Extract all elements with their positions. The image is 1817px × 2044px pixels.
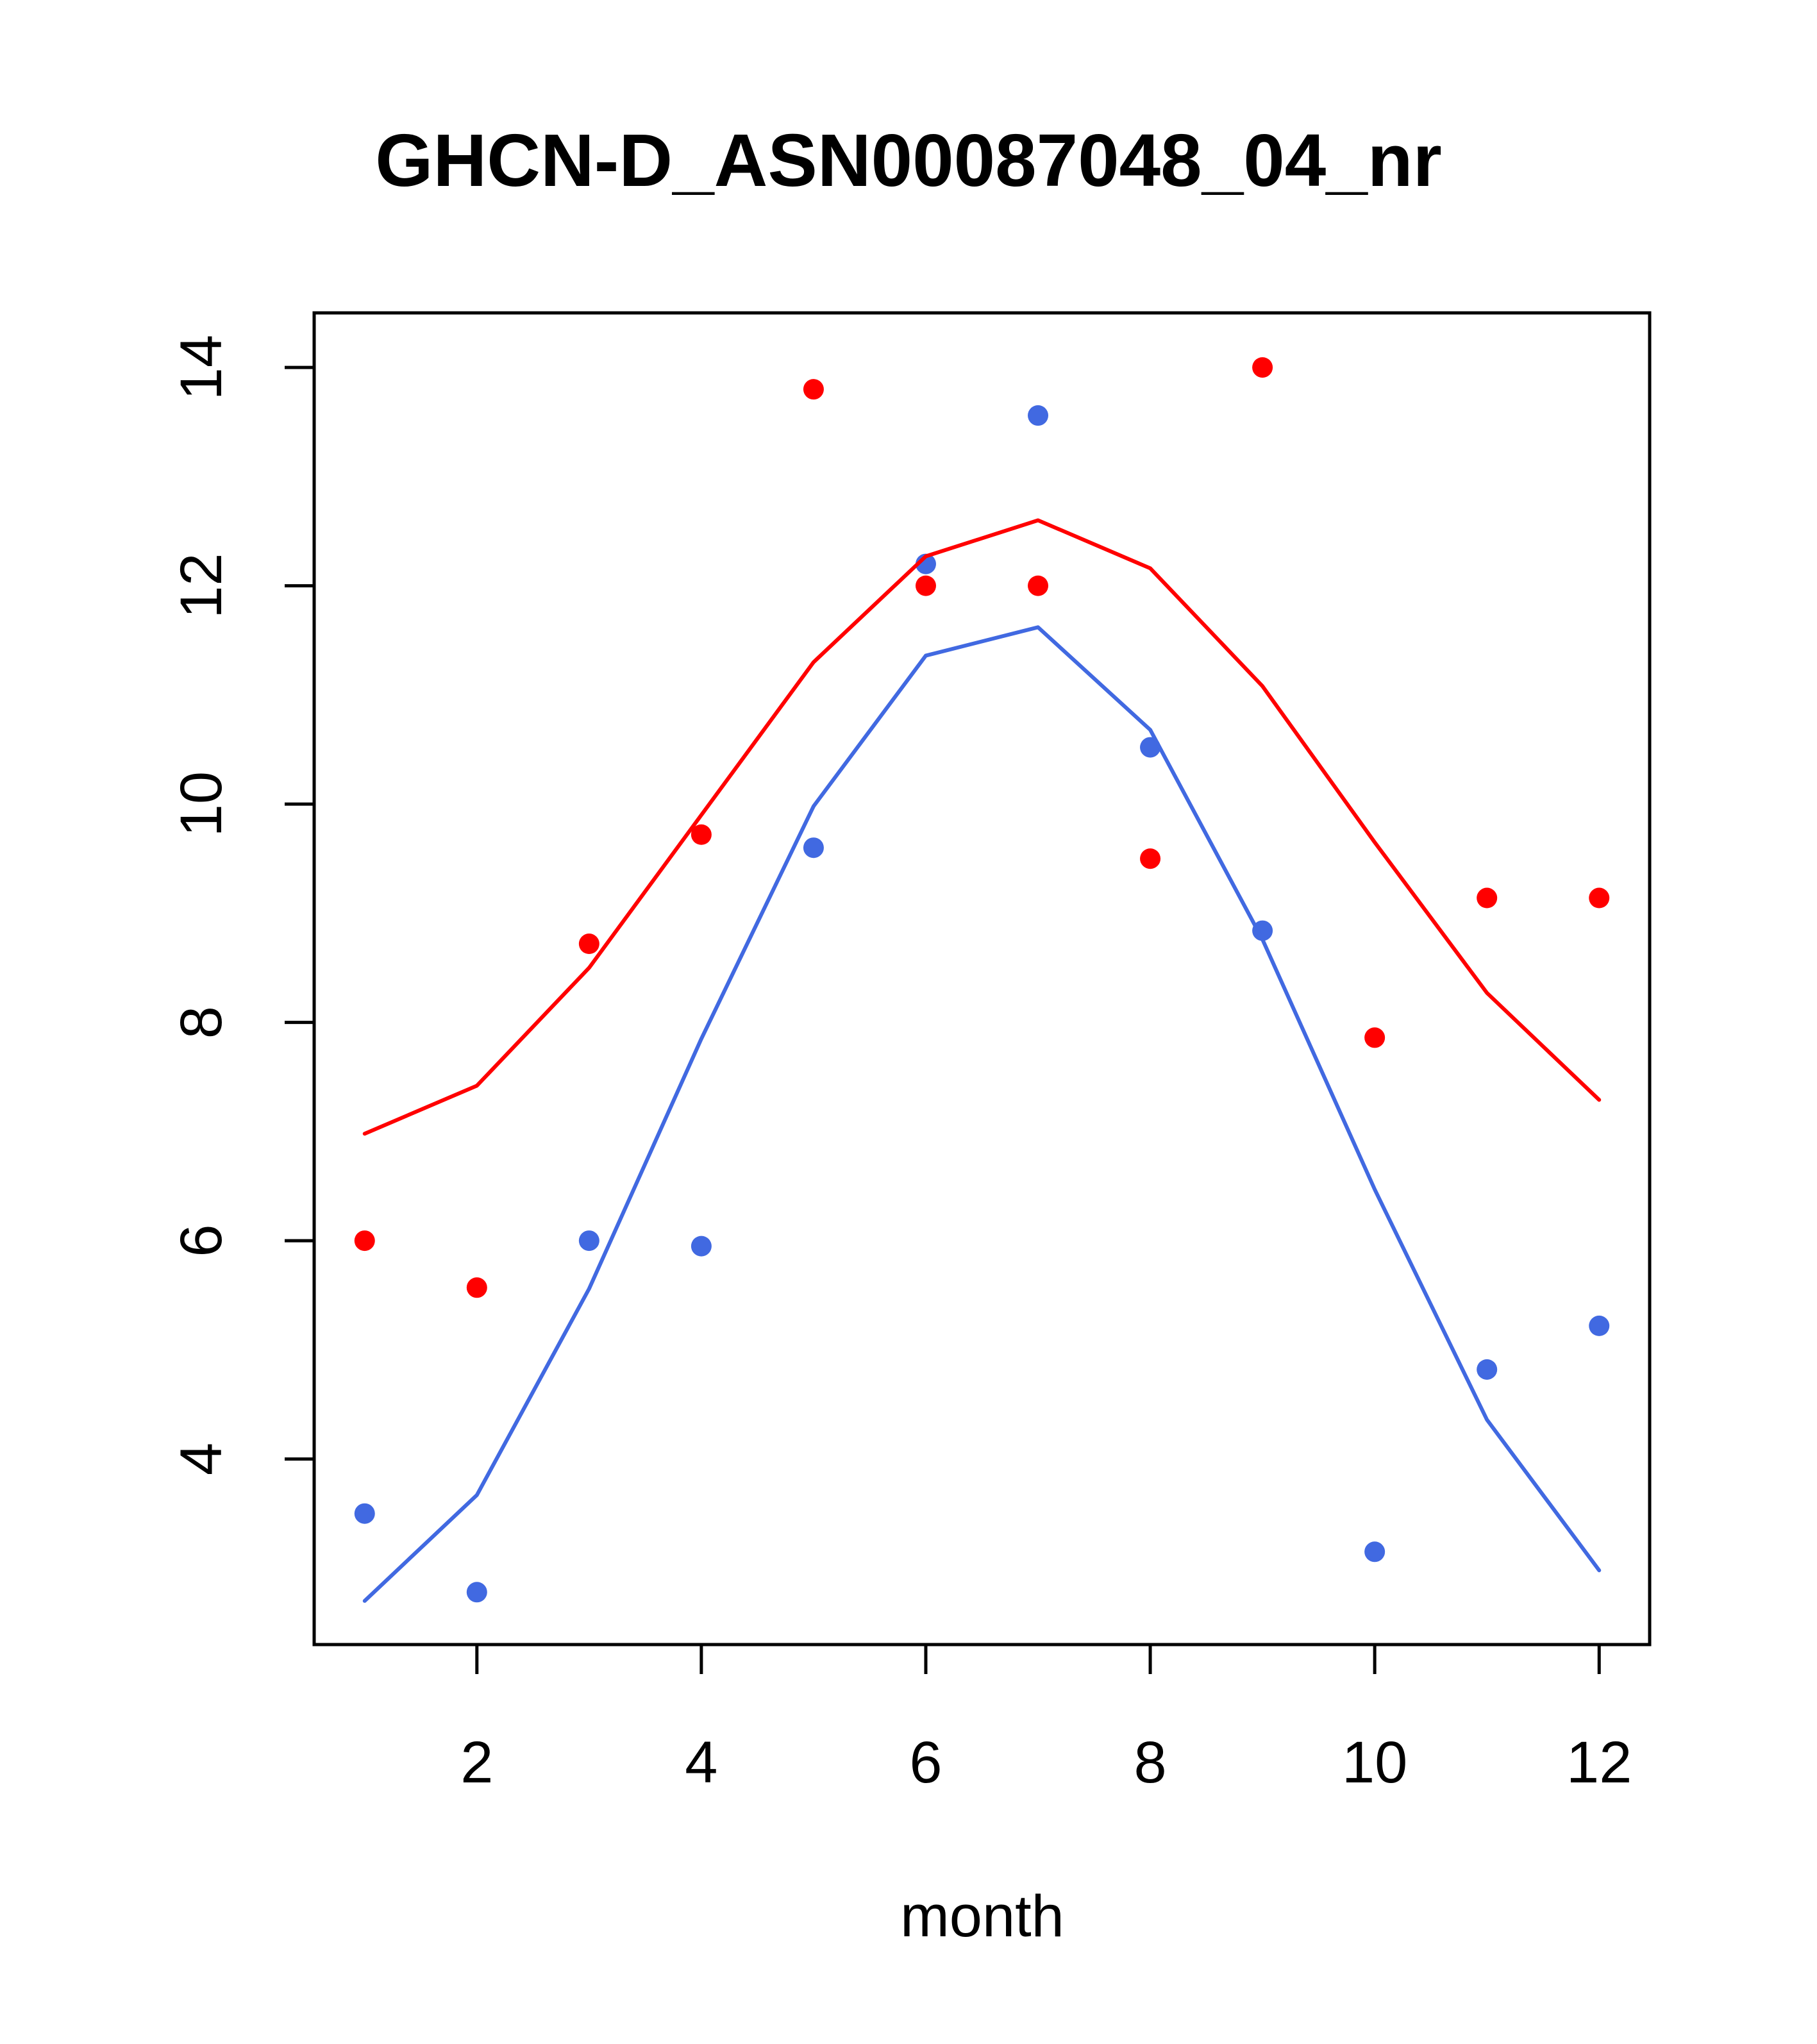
blue-data-point: [691, 1236, 712, 1257]
blue-data-point: [354, 1503, 375, 1524]
blue-trend-line: [362, 625, 1602, 1603]
red-data-point: [1252, 357, 1273, 378]
x-tick-label: 6: [909, 1730, 942, 1795]
y-tick-label: 8: [169, 1006, 234, 1039]
plot-area: [354, 357, 1610, 1603]
red-data-point: [1364, 1027, 1386, 1048]
blue-data-point: [1028, 405, 1049, 426]
x-axis: 2 4 6 8 10 12: [460, 1645, 1632, 1795]
red-trend-line: [362, 518, 1602, 1136]
x-tick-label: 2: [460, 1730, 493, 1795]
red-data-point: [803, 379, 824, 400]
blue-data-point: [1364, 1541, 1386, 1562]
y-tick-label: 14: [169, 335, 234, 400]
red-data-point: [466, 1277, 487, 1298]
blue-data-point: [466, 1582, 487, 1603]
red-data-point: [354, 1230, 375, 1252]
plot-frame: [312, 311, 1652, 1646]
y-axis: 4 6 8 10 12 14: [169, 335, 314, 1475]
y-tick-label: 12: [169, 553, 234, 618]
y-tick-label: 6: [169, 1225, 234, 1257]
blue-data-point: [1589, 1315, 1610, 1336]
red-data-point: [1477, 887, 1498, 909]
red-data-point: [1028, 575, 1049, 596]
red-data-point: [1140, 848, 1161, 869]
x-axis-label: month: [900, 1884, 1064, 1949]
chart-title: GHCN-D_ASN00087048_04_nr: [375, 119, 1442, 202]
x-tick-label: 10: [1342, 1730, 1407, 1795]
y-tick-label: 10: [169, 771, 234, 837]
blue-data-point: [1477, 1359, 1498, 1380]
x-tick-label: 4: [685, 1730, 717, 1795]
red-data-point: [691, 824, 712, 845]
red-data-point: [578, 934, 599, 955]
y-tick-label: 4: [169, 1443, 234, 1475]
red-data-point: [1589, 887, 1610, 909]
blue-data-point: [578, 1230, 599, 1252]
blue-data-point: [1252, 920, 1273, 941]
x-tick-label: 12: [1566, 1730, 1632, 1795]
x-tick-label: 8: [1134, 1730, 1166, 1795]
red-data-point: [915, 575, 936, 596]
blue-data-point: [803, 837, 824, 859]
